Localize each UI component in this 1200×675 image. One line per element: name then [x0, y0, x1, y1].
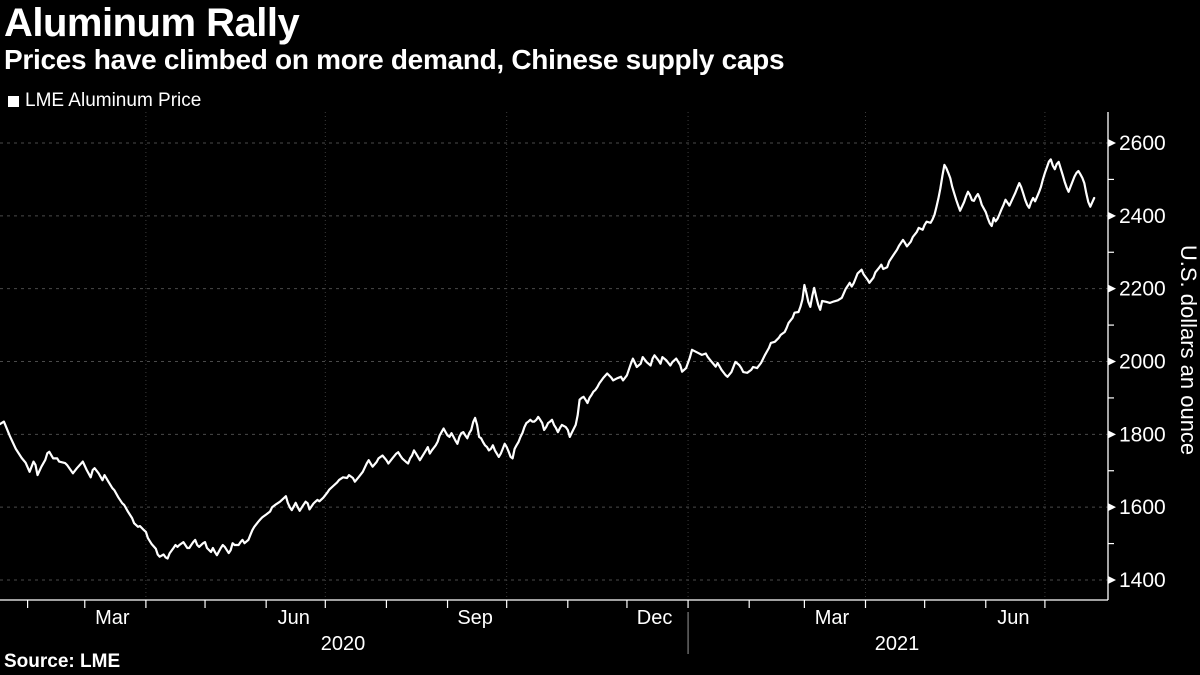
y-tick-label: 2600 — [1119, 132, 1166, 155]
y-tick-label: 1400 — [1119, 569, 1166, 592]
x-year-label: 2021 — [875, 633, 920, 655]
grid-layer — [0, 112, 1108, 600]
y-major-tick-arrow — [1108, 139, 1116, 147]
y-major-tick-arrow — [1108, 576, 1116, 584]
x-month-label: Mar — [815, 607, 850, 629]
y-tick-label: 2200 — [1119, 278, 1166, 301]
y-major-tick-arrow — [1108, 503, 1116, 512]
page-title: Aluminum Rally — [4, 1, 300, 45]
x-month-label: Jun — [997, 607, 1029, 629]
y-tick-label: 1800 — [1119, 423, 1166, 446]
y-major-tick-arrow — [1108, 430, 1116, 439]
y-major-tick-arrow — [1108, 211, 1116, 220]
x-month-label: Dec — [637, 607, 673, 629]
legend-label: LME Aluminum Price — [25, 90, 202, 111]
x-month-label: Jun — [278, 607, 310, 629]
price-line-series — [0, 158, 1096, 560]
axis-layer — [0, 112, 1116, 654]
series-layer — [0, 158, 1096, 560]
x-month-label: Sep — [457, 607, 493, 629]
x-month-label: Mar — [95, 607, 130, 629]
x-year-label: 2020 — [321, 633, 366, 655]
y-axis-title: U.S. dollars an ounce — [1176, 245, 1200, 455]
page-subtitle: Prices have climbed on more demand, Chin… — [4, 44, 785, 75]
y-tick-label: 2400 — [1119, 205, 1166, 228]
y-major-tick-arrow — [1108, 284, 1116, 293]
y-tick-label: 2000 — [1119, 351, 1166, 374]
y-major-tick-arrow — [1108, 357, 1116, 366]
legend-swatch-icon — [8, 95, 19, 107]
axis-label-layer: 1400 1600 1800 2000 2200 2400 2600 Mar Jun Sep Dec… — [95, 132, 1166, 655]
source-attribution: Source: LME — [4, 651, 121, 672]
legend: LME Aluminum Price — [8, 90, 201, 112]
y-tick-label: 1600 — [1119, 496, 1166, 519]
